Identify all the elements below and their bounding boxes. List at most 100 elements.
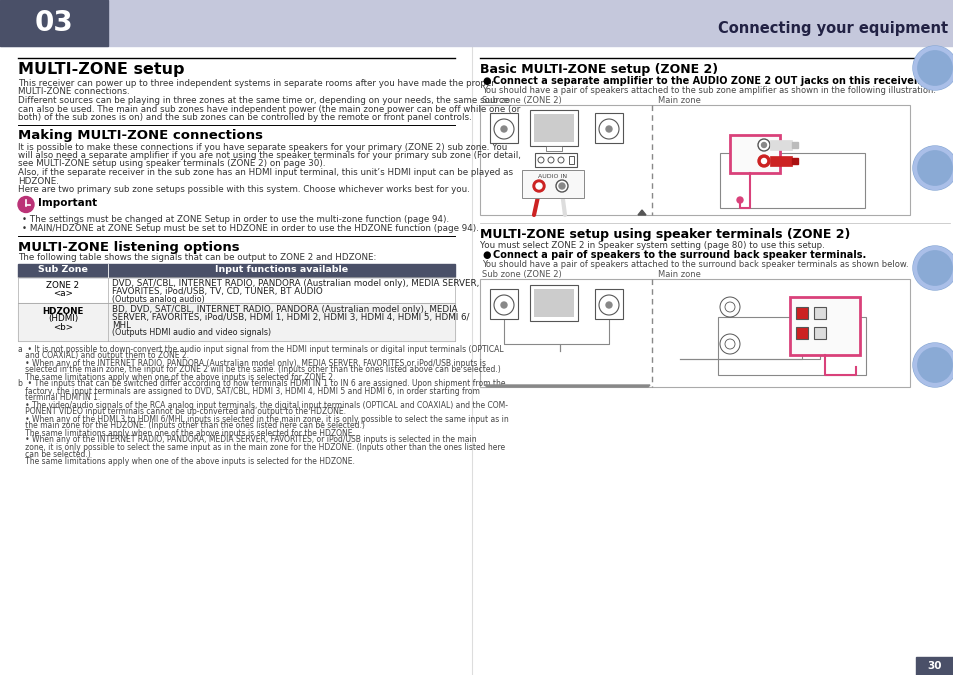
Bar	[490, 289, 517, 319]
Text: a  • It is not possible to down-convert the audio input signal from the HDMI inp: a • It is not possible to down-convert t…	[18, 344, 503, 354]
Text: You should have a pair of speakers attached to the surround back speaker termina: You should have a pair of speakers attac…	[481, 260, 907, 269]
Text: see MULTI-ZONE setup using speaker terminals (ZONE 2) on page 30).: see MULTI-ZONE setup using speaker termi…	[18, 159, 325, 169]
Text: Sub Zone: Sub Zone	[38, 265, 88, 275]
Text: zone, it is only possible to select the same input as in the main zone for the H: zone, it is only possible to select the …	[18, 443, 504, 452]
Text: AUDIO IN: AUDIO IN	[537, 174, 567, 179]
Text: factory, the input terminals are assigned to DVD, SAT/CBL, HDMI 3, HDMI 4, HDMI : factory, the input terminals are assigne…	[18, 387, 479, 396]
Bar	[534, 289, 574, 317]
Text: SURROUND BACK/: SURROUND BACK/	[791, 299, 839, 304]
Text: Here are two primary sub zone setups possible with this system. Choose whichever: Here are two primary sub zone setups pos…	[18, 185, 469, 194]
Bar	[729, 135, 780, 173]
Circle shape	[912, 146, 953, 190]
Text: 03: 03	[34, 9, 73, 37]
Text: MHL: MHL	[112, 321, 131, 329]
Text: Sub zone (ZONE 2): Sub zone (ZONE 2)	[481, 96, 561, 105]
Text: Main zone: Main zone	[658, 270, 700, 279]
Bar	[769, 140, 791, 150]
Bar	[521, 170, 583, 198]
Text: HDZONE.: HDZONE.	[18, 176, 59, 186]
Text: (HDMI): (HDMI)	[48, 315, 78, 323]
Bar	[791, 158, 797, 164]
Text: Basic MULTI-ZONE setup (ZONE 2): Basic MULTI-ZONE setup (ZONE 2)	[479, 63, 718, 76]
Text: (Outputs analog audio): (Outputs analog audio)	[112, 294, 205, 304]
Text: • When any of the HDMI 3 to HDMI 6/MHL inputs is selected in the main zone, it i: • When any of the HDMI 3 to HDMI 6/MHL i…	[18, 414, 508, 423]
Bar	[534, 114, 574, 142]
Text: MULTI-ZONE setup using speaker terminals (ZONE 2): MULTI-ZONE setup using speaker terminals…	[479, 228, 849, 241]
Text: selected in the main zone, the input for ZONE 2 will be the same. (Inputs other : selected in the main zone, the input for…	[18, 365, 500, 375]
Text: • The settings must be changed at ZONE Setup in order to use the multi-zone func: • The settings must be changed at ZONE S…	[22, 215, 449, 225]
Circle shape	[758, 155, 769, 167]
Circle shape	[533, 180, 544, 192]
Bar	[915, 657, 953, 675]
Bar	[795, 327, 807, 339]
Circle shape	[760, 159, 765, 163]
Text: • When any of the INTERNET RADIO, PANDORA (Australian model only), MEDIA SERVER,: • When any of the INTERNET RADIO, PANDOR…	[18, 358, 485, 367]
Bar	[595, 289, 622, 319]
Circle shape	[912, 246, 953, 290]
Circle shape	[912, 46, 953, 90]
Bar	[795, 307, 807, 319]
Text: The same limitations apply when one of the above inputs is selected for the HDZO: The same limitations apply when one of t…	[18, 456, 355, 466]
Text: Also, if the separate receiver in the sub zone has an HDMI input terminal, this : Also, if the separate receiver in the su…	[18, 168, 513, 177]
Text: • The video/audio signals of the RCA analog input terminals, the digital input t: • The video/audio signals of the RCA ana…	[18, 400, 507, 410]
Text: Important: Important	[38, 198, 97, 207]
Bar	[530, 110, 578, 146]
Text: MULTI-ZONE listening options: MULTI-ZONE listening options	[18, 240, 239, 254]
Bar	[545, 146, 561, 151]
Text: You should have a pair of speakers attached to the sub zone amplifier as shown i: You should have a pair of speakers attac…	[481, 86, 935, 95]
Circle shape	[556, 180, 567, 192]
Circle shape	[720, 297, 740, 317]
Text: • When any of the INTERNET RADIO, PANDORA, MEDIA SERVER, FAVORITES, or iPod/USB : • When any of the INTERNET RADIO, PANDOR…	[18, 435, 476, 445]
Text: HDZONE R  L: HDZONE R L	[791, 305, 825, 310]
Text: Sub zone (ZONE 2): Sub zone (ZONE 2)	[481, 270, 561, 279]
Text: both) of the sub zones is on) and the sub zones can be controlled by the remote : both) of the sub zones is on) and the su…	[18, 113, 471, 122]
Circle shape	[18, 196, 34, 213]
Text: ●: ●	[481, 76, 490, 86]
Bar	[769, 156, 791, 166]
Bar	[479, 279, 909, 387]
Bar	[18, 302, 455, 340]
Bar	[18, 277, 455, 302]
Text: OUT: OUT	[733, 144, 744, 149]
Circle shape	[536, 183, 541, 189]
Text: Making MULTI-ZONE connections: Making MULTI-ZONE connections	[18, 130, 263, 142]
Text: DVD, SAT/CBL, INTERNET RADIO, PANDORA (Australian model only), MEDIA SERVER,: DVD, SAT/CBL, INTERNET RADIO, PANDORA (A…	[112, 279, 478, 288]
Text: the main zone for the HDZONE. (Inputs other than the ones listed here can be sel: the main zone for the HDZONE. (Inputs ot…	[18, 421, 364, 431]
Text: SERVER, FAVORITES, iPod/USB, HDMI 1, HDMI 2, HDMI 3, HDMI 4, HDMI 5, HDMI 6/: SERVER, FAVORITES, iPod/USB, HDMI 1, HDM…	[112, 313, 469, 322]
Bar	[720, 153, 864, 208]
Text: b  • The inputs that can be switched differ according to how terminals HDMI IN 1: b • The inputs that can be switched diff…	[18, 379, 505, 389]
Bar	[530, 285, 578, 321]
Text: and COAXIAL) and output them to ZONE 2.: and COAXIAL) and output them to ZONE 2.	[18, 352, 189, 360]
Text: Connecting your equipment: Connecting your equipment	[717, 20, 947, 36]
Bar	[479, 105, 909, 215]
Text: The same limitations apply when one of the above inputs is selected for ZONE 2.: The same limitations apply when one of t…	[18, 373, 335, 381]
Text: MULTI-ZONE connections.: MULTI-ZONE connections.	[18, 88, 130, 97]
Circle shape	[912, 343, 953, 387]
Text: PONENT VIDEO input terminals cannot be up-converted and output to the HDZONE.: PONENT VIDEO input terminals cannot be u…	[18, 408, 346, 416]
Bar	[490, 113, 517, 143]
Bar	[0, 0, 108, 46]
Bar	[718, 317, 865, 375]
Bar	[813, 327, 825, 339]
Circle shape	[720, 334, 740, 354]
Polygon shape	[638, 210, 645, 215]
Text: can also be used. The main and sub zones have independent power (the main zone p: can also be used. The main and sub zones…	[18, 105, 519, 113]
Circle shape	[500, 302, 506, 308]
Circle shape	[760, 142, 765, 148]
Bar	[813, 307, 825, 319]
Text: You must select ZONE 2 in Speaker system setting (page 80) to use this setup.: You must select ZONE 2 in Speaker system…	[479, 241, 824, 250]
Bar	[535, 153, 577, 167]
Bar	[595, 113, 622, 143]
Text: (Outputs HDMI audio and video signals): (Outputs HDMI audio and video signals)	[112, 328, 271, 337]
Text: Main zone: Main zone	[658, 96, 700, 105]
Text: can be selected.): can be selected.)	[18, 450, 91, 458]
Circle shape	[500, 126, 506, 132]
Text: It is possible to make these connections if you have separate speakers for your : It is possible to make these connections…	[18, 142, 507, 151]
Text: ZONE 2: ZONE 2	[733, 138, 754, 143]
Text: This receiver can power up to three independent systems in separate rooms after : This receiver can power up to three inde…	[18, 79, 495, 88]
Text: HDZONE: HDZONE	[42, 306, 84, 315]
Circle shape	[737, 197, 742, 203]
Text: BD, DVD, SAT/CBL, INTERNET RADIO, PANDORA (Australian model only), MEDIA: BD, DVD, SAT/CBL, INTERNET RADIO, PANDOR…	[112, 306, 457, 315]
Circle shape	[605, 126, 612, 132]
Text: • MAIN/HDZONE at ZONE Setup must be set to HDZONE in order to use the HDZONE fun: • MAIN/HDZONE at ZONE Setup must be set …	[22, 224, 478, 233]
